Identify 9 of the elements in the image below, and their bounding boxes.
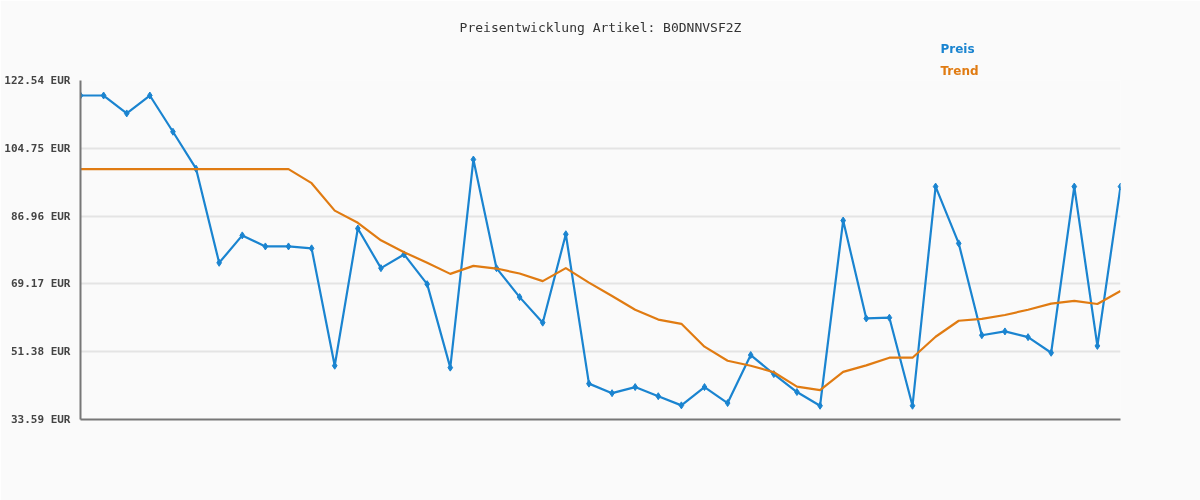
text: Preis (940, 41, 975, 56)
y-tick-label: 122.54 EUR (4, 74, 71, 87)
y-tick-label: 33.59 EUR (10, 413, 71, 426)
y-tick-label: 51.38 EUR (10, 345, 71, 359)
y-tick-label: 104.75 EUR (4, 141, 71, 155)
y-tick-label: 86.96 EUR (10, 209, 71, 223)
chart-title: Preisentwicklung Artikel: B0DNNVSF2Z (459, 20, 742, 35)
y-tick-label: 69.17 EUR (10, 277, 71, 291)
text: Trend (940, 63, 979, 78)
